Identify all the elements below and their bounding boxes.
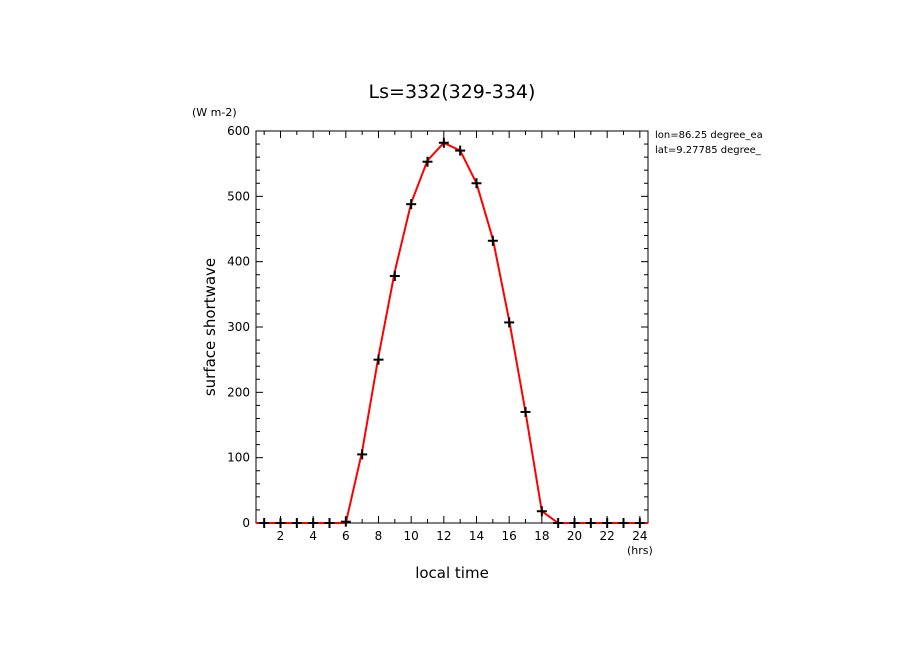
data-point-marker — [536, 506, 547, 517]
y-tick-label: 300 — [227, 320, 250, 334]
y-tick-label: 500 — [227, 189, 250, 203]
y-tick-label: 0 — [242, 516, 250, 530]
x-tick-label: 2 — [277, 529, 285, 543]
data-point-marker — [471, 178, 482, 189]
x-tick-label: 14 — [469, 529, 484, 543]
data-point-marker — [602, 518, 613, 528]
data-point-marker — [504, 317, 515, 328]
annotation-lon: lon=86.25 degree_ea — [655, 130, 763, 141]
x-tick-label: 24 — [632, 529, 647, 543]
data-point-marker — [569, 518, 580, 528]
data-point-marker — [340, 516, 351, 527]
series-line — [256, 141, 648, 524]
x-tick-label: 10 — [404, 529, 419, 543]
data-point-marker — [373, 354, 384, 365]
x-tick-label: 22 — [600, 529, 615, 543]
data-point-marker — [422, 156, 433, 167]
data-point-marker — [487, 235, 498, 246]
y-tick-label: 100 — [227, 451, 250, 465]
x-tick-label: 8 — [375, 529, 383, 543]
x-tick-label: 6 — [342, 529, 350, 543]
y-axis-label: surface shortwave — [201, 258, 219, 396]
data-point-marker — [357, 449, 368, 460]
data-point-marker — [275, 518, 286, 528]
annotation-lat: lat=9.27785 degree_ — [655, 145, 762, 156]
data-point-marker — [291, 518, 302, 528]
chart-title: Ls=332(329-334) — [369, 81, 536, 103]
data-point-marker — [259, 518, 270, 528]
x-tick-label: 20 — [567, 529, 582, 543]
data-point-marker — [618, 518, 629, 528]
y-unit-label: (W m-2) — [192, 106, 237, 119]
data-point-marker — [585, 518, 596, 528]
x-tick-label: 4 — [309, 529, 317, 543]
plot-frame — [255, 130, 649, 524]
data-point-marker — [308, 518, 319, 528]
data-point-marker — [634, 518, 645, 528]
data-point-marker — [455, 145, 466, 156]
data-point-marker — [438, 137, 449, 148]
data-point-marker — [553, 518, 564, 528]
data-point-marker — [324, 518, 335, 528]
y-tick-label: 200 — [227, 385, 250, 399]
x-tick-label: 16 — [502, 529, 517, 543]
data-point-marker — [389, 271, 400, 282]
y-tick-label: 400 — [227, 255, 250, 269]
data-point-marker — [406, 199, 417, 210]
x-tick-label: 18 — [534, 529, 549, 543]
x-axis-label: local time — [415, 564, 489, 582]
x-tick-label: 12 — [436, 529, 451, 543]
y-tick-label: 600 — [227, 124, 250, 138]
data-point-marker — [520, 406, 531, 417]
x-unit-label: (hrs) — [627, 544, 653, 557]
